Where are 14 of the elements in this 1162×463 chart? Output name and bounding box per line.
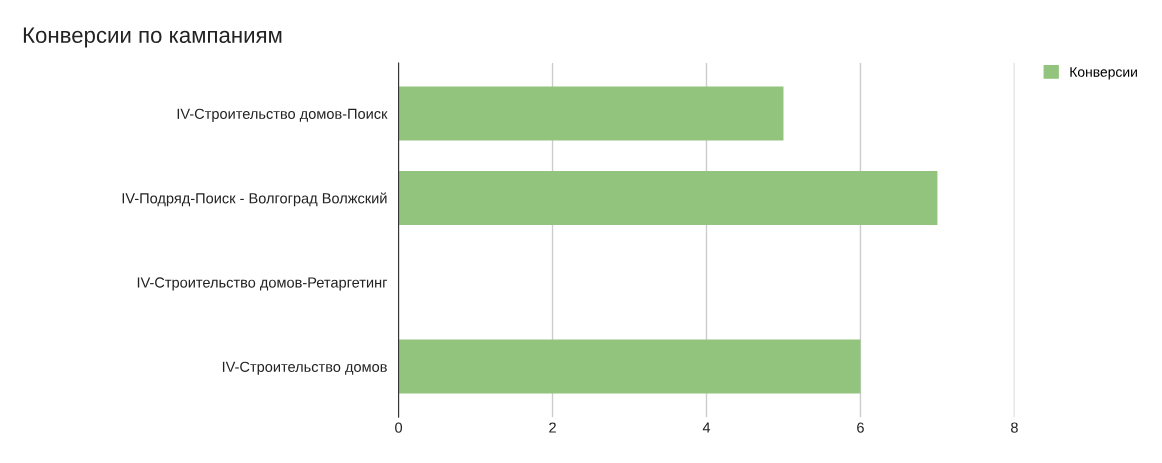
text: Конверсии по кампаниям [23,27,282,48]
legend-label: Конверсии [1070,67,1137,80]
bar [398,86,784,141]
y-tick-label: IV-Строительство домов-Ретаргетинг [137,277,388,291]
x-tick-label: 6 [857,422,864,433]
bar [398,339,861,394]
y-tick-label: IV-Строительство домов-Поиск [177,108,388,122]
bar [398,170,938,225]
x-tick-label: 2 [549,422,556,433]
x-tick-label: 4 [702,422,711,433]
y-tick-label: IV-Подряд-Поиск - Волгоград Волжский [122,192,387,207]
x-tick-label: 8 [1011,422,1018,433]
y-tick-label: IV-Строительство домов [222,361,387,375]
x-tick-label: 0 [395,422,403,433]
